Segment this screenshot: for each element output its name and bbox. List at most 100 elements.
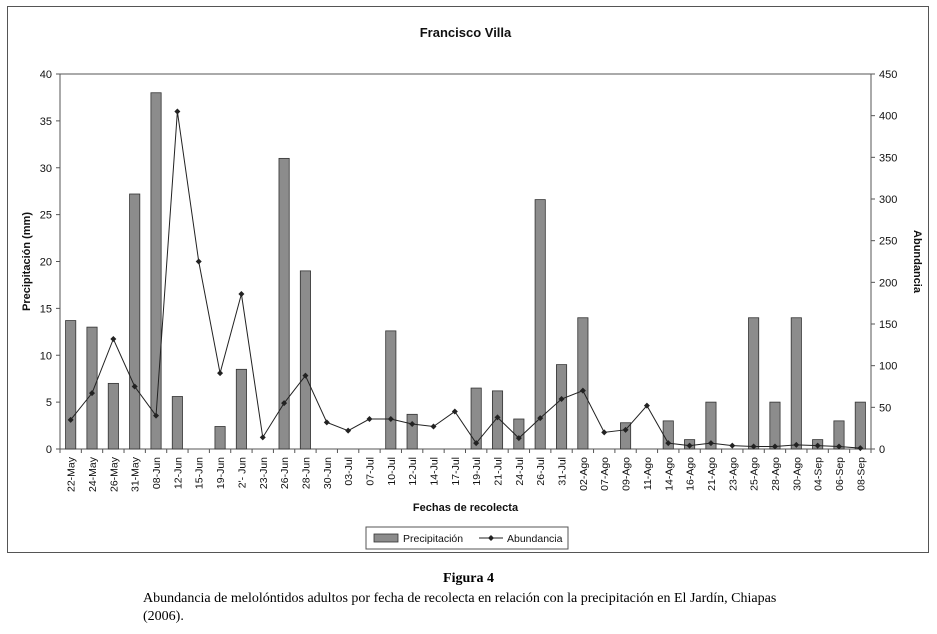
precipitation-bar bbox=[470, 387, 482, 450]
chart-frame: Francisco Villa 0 5 10 15 20 25 30 35 40 0 50 100 150… bbox=[7, 6, 929, 553]
x-tick-label: 17-Jul bbox=[450, 457, 462, 486]
x-tick-label: 02-Ago bbox=[578, 457, 590, 491]
precipitation-bar bbox=[406, 413, 418, 450]
x-tick-label: 15-Jun bbox=[194, 457, 206, 489]
x-tick-label: 10-Jul bbox=[386, 457, 398, 486]
x-tick-label: 30-Jun bbox=[322, 457, 334, 489]
abundance-point bbox=[643, 402, 650, 409]
precipitation-bar bbox=[748, 317, 760, 450]
abundance-point bbox=[366, 416, 373, 422]
abundance-point bbox=[174, 108, 181, 115]
y-left-tick-label: 5 bbox=[46, 397, 52, 409]
y-right-tick-label: 50 bbox=[879, 402, 891, 414]
x-tick-label: 04-Sep bbox=[813, 457, 825, 491]
precipitation-bar bbox=[235, 368, 247, 450]
y-left-tick-label: 20 bbox=[40, 257, 52, 269]
x-tick-label: 26-May bbox=[108, 456, 120, 492]
y-left-tick-label: 35 bbox=[40, 116, 52, 128]
precipitation-bar bbox=[299, 270, 311, 450]
y-left-tick-label: 25 bbox=[40, 210, 52, 222]
legend-label-precipitation: Precipitación bbox=[403, 533, 463, 545]
x-tick-label: 31-May bbox=[130, 456, 142, 492]
x-tick-label: 03-Jul bbox=[343, 457, 355, 486]
x-tick-label: 31-Jul bbox=[557, 457, 569, 486]
abundance-point bbox=[67, 416, 74, 423]
chart-title: Francisco Villa bbox=[420, 25, 512, 40]
abundance-point bbox=[259, 434, 266, 441]
abundance-point bbox=[409, 421, 416, 427]
x-tick-label: 08-Sep bbox=[855, 457, 867, 491]
precipitation-bar bbox=[620, 422, 632, 450]
abundance-point bbox=[857, 445, 864, 452]
precipitation-bar bbox=[556, 364, 568, 450]
figure-label: Figura 4 bbox=[443, 571, 494, 586]
y-left-tick-label: 40 bbox=[40, 69, 52, 81]
y-right-tick-label: 400 bbox=[879, 111, 897, 123]
y-left-tick-label: 15 bbox=[40, 303, 52, 315]
abundance-point bbox=[686, 442, 693, 449]
precipitation-bar bbox=[577, 317, 589, 450]
x-tick-label: 08-Jun bbox=[151, 457, 163, 489]
abundance-point bbox=[750, 443, 757, 450]
x-tick-label: 11-Ago bbox=[642, 457, 654, 490]
x-tick-label: 24-Jul bbox=[514, 457, 526, 486]
y-right-tick-label: 250 bbox=[879, 236, 897, 248]
precipitation-bar bbox=[86, 326, 98, 450]
x-tick-label: 12-Jul bbox=[407, 457, 419, 486]
precipitation-bar bbox=[150, 92, 162, 450]
y-left-tick-label: 30 bbox=[40, 163, 52, 175]
abundance-line bbox=[70, 111, 861, 449]
precipitation-bar bbox=[385, 330, 397, 450]
x-tick-label: 19-Jun bbox=[215, 457, 227, 489]
precipitation-bar bbox=[705, 401, 717, 450]
abundance-point bbox=[323, 419, 330, 426]
abundance-point bbox=[302, 372, 309, 379]
precipitation-bar bbox=[854, 401, 866, 450]
abundance-point bbox=[814, 442, 821, 449]
abundance-point bbox=[153, 412, 160, 419]
precipitation-bar bbox=[790, 317, 802, 450]
abundance-point bbox=[558, 396, 565, 402]
abundance-point bbox=[707, 440, 714, 447]
y-right-tick-label: 300 bbox=[879, 194, 897, 206]
y-right-axis-label: Abundancia bbox=[911, 230, 923, 294]
x-tick-label: 07-Ago bbox=[599, 457, 611, 491]
legend-swatch-precipitation bbox=[373, 533, 399, 543]
x-tick-label: 21-Jul bbox=[493, 457, 505, 486]
precipitation-bar bbox=[107, 382, 119, 450]
y-left-tick-label: 0 bbox=[46, 444, 52, 456]
x-tick-label: 25-Ago bbox=[749, 457, 761, 491]
y-right-tick-label: 200 bbox=[879, 277, 897, 289]
precipitation-bar bbox=[214, 426, 226, 450]
abundance-point bbox=[473, 440, 480, 447]
legend-box bbox=[365, 526, 569, 550]
abundance-point bbox=[537, 415, 544, 422]
x-tick-label: 26-Jul bbox=[535, 457, 547, 486]
x-tick-label: 28-Ago bbox=[770, 457, 782, 491]
x-tick-label: 06-Sep bbox=[834, 457, 846, 491]
precipitation-bar bbox=[65, 320, 77, 450]
y-right-tick-label: 350 bbox=[879, 152, 897, 164]
x-tick-label: 24-May bbox=[87, 456, 99, 492]
abundance-point bbox=[771, 443, 778, 450]
abundance-point bbox=[131, 383, 138, 390]
abundance-point bbox=[217, 370, 224, 377]
y-right-tick-label: 150 bbox=[879, 319, 897, 331]
abundance-point bbox=[238, 291, 245, 297]
abundance-point bbox=[835, 443, 842, 450]
abundance-point bbox=[281, 400, 288, 407]
x-tick-label: 14-Jul bbox=[428, 457, 440, 486]
precipitation-bar bbox=[278, 157, 290, 450]
abundance-point bbox=[195, 258, 202, 265]
abundance-point bbox=[665, 440, 672, 447]
figure-caption: Abundancia de melolóntidos adultos por f… bbox=[143, 591, 777, 624]
abundance-point bbox=[494, 414, 501, 421]
x-tick-label: 22-May bbox=[66, 456, 78, 492]
abundance-point bbox=[110, 336, 117, 342]
precipitation-bar bbox=[534, 199, 546, 450]
precipitation-bar bbox=[129, 193, 141, 450]
legend-label-abundance: Abundancia bbox=[507, 533, 563, 545]
x-axis-label: Fechas de recolecta bbox=[413, 502, 519, 514]
x-tick-label: 16-Ago bbox=[685, 457, 697, 491]
abundance-point bbox=[430, 423, 437, 430]
